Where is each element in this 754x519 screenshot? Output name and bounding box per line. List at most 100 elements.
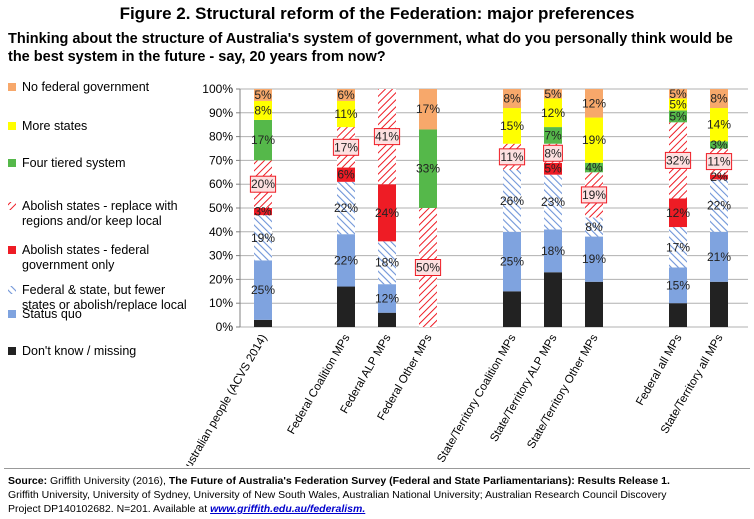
data-label: 17% bbox=[416, 102, 440, 116]
bar-segment bbox=[503, 108, 521, 144]
data-label: 14% bbox=[707, 118, 731, 132]
legend-swatch bbox=[8, 122, 16, 130]
data-label: 6% bbox=[337, 88, 355, 102]
data-label: 5% bbox=[669, 109, 687, 123]
x-category-label: Australian people (ACVS 2014) bbox=[179, 332, 269, 466]
bar-segment bbox=[337, 286, 355, 327]
x-category-label: State/Territory Other MPs bbox=[525, 332, 600, 451]
bar-segment bbox=[669, 89, 687, 99]
data-label-box bbox=[414, 259, 442, 276]
bar-segment bbox=[710, 179, 728, 232]
bar-segment bbox=[337, 181, 355, 235]
data-label: 8% bbox=[585, 220, 603, 234]
bar-segment bbox=[669, 267, 687, 304]
data-label-box bbox=[498, 148, 526, 166]
data-label: 5% bbox=[544, 87, 562, 101]
legend-swatch bbox=[8, 286, 16, 294]
bar-segment bbox=[544, 272, 562, 327]
bar-segment bbox=[710, 108, 728, 142]
y-tick-label: 60% bbox=[209, 177, 233, 191]
data-label: 22% bbox=[334, 201, 358, 215]
data-label: 5% bbox=[669, 97, 687, 111]
bar-segment bbox=[337, 167, 355, 182]
bar-segment bbox=[337, 100, 355, 128]
legend-label: More states bbox=[22, 119, 87, 133]
bar-segment bbox=[669, 227, 687, 268]
data-label: 21% bbox=[707, 250, 731, 264]
x-category-label: State/Territory Coalition MPs bbox=[435, 332, 518, 464]
bar-segment bbox=[254, 89, 272, 101]
bar-segment bbox=[710, 231, 728, 282]
source-link[interactable]: www.griffith.edu.au/federalism. bbox=[210, 503, 366, 515]
data-label: 25% bbox=[251, 283, 275, 297]
data-label: 19% bbox=[582, 188, 606, 202]
stacked-bar-chart: No federal government More states Four tie… bbox=[8, 80, 748, 466]
legend-swatch bbox=[8, 83, 16, 91]
data-label: 22% bbox=[707, 199, 731, 213]
bar-segment bbox=[585, 281, 603, 327]
bar-segment bbox=[544, 229, 562, 273]
bar-segment bbox=[669, 303, 687, 327]
bar-segment bbox=[503, 231, 521, 292]
data-label: 5% bbox=[254, 88, 272, 102]
legend-swatch bbox=[8, 202, 16, 210]
data-label: 32% bbox=[666, 153, 690, 167]
data-label: 22% bbox=[334, 253, 358, 267]
data-label: 11% bbox=[500, 150, 523, 164]
data-label: 12% bbox=[666, 206, 690, 220]
bar-segment bbox=[503, 89, 521, 109]
data-label: 12% bbox=[375, 291, 399, 305]
bar-segment bbox=[669, 198, 687, 228]
data-label: 17% bbox=[334, 140, 358, 154]
source-affiliations: Griffith University, University of Sydne… bbox=[8, 489, 667, 501]
data-label: 15% bbox=[666, 278, 690, 292]
legend-swatch bbox=[8, 159, 16, 167]
bar-segment bbox=[710, 281, 728, 327]
data-label: 19% bbox=[251, 231, 275, 245]
bar-segment bbox=[585, 89, 603, 118]
bar-segment bbox=[669, 98, 687, 111]
bar-segment bbox=[585, 162, 603, 173]
bar-segment bbox=[419, 129, 437, 208]
y-tick-label: 100% bbox=[202, 82, 233, 96]
bar-segment bbox=[710, 141, 728, 149]
data-label: 41% bbox=[375, 130, 399, 144]
source-note: Source: Griffith University (2016), The … bbox=[8, 474, 748, 516]
data-label: 24% bbox=[375, 206, 399, 220]
bar-segment bbox=[544, 98, 562, 128]
bar-segment bbox=[337, 89, 355, 101]
x-category-label: Federal all MPs bbox=[634, 332, 684, 407]
data-label: 8% bbox=[710, 92, 728, 106]
data-label: 19% bbox=[582, 133, 606, 147]
data-label: 19% bbox=[582, 252, 606, 266]
data-label: 11% bbox=[707, 155, 730, 169]
legend-label: Four tiered system bbox=[22, 156, 126, 170]
bar-segment bbox=[378, 312, 396, 327]
data-label: 11% bbox=[334, 107, 357, 121]
data-label: 8% bbox=[503, 92, 521, 106]
legend-label: Federal & state, but fewer states or abol… bbox=[22, 283, 187, 312]
chart-bars bbox=[254, 89, 728, 327]
data-label: 5% bbox=[669, 87, 687, 101]
source-cite-prefix: Griffith University (2016), bbox=[47, 475, 169, 487]
legend-label: Status quo bbox=[22, 307, 82, 321]
legend-swatch bbox=[8, 347, 16, 355]
bar-segment bbox=[544, 89, 562, 99]
survey-question: Thinking about the structure of Australi… bbox=[8, 31, 733, 65]
data-label-box bbox=[580, 186, 608, 204]
data-label: 15% bbox=[500, 119, 524, 133]
figure-title: Figure 2. Structural reform of the Feder… bbox=[119, 4, 635, 23]
bar-segment bbox=[378, 284, 396, 313]
legend-swatch bbox=[8, 310, 16, 318]
legend-label: Abolish states - federal government only bbox=[22, 243, 149, 272]
bar-segment bbox=[585, 236, 603, 282]
y-tick-label: 30% bbox=[209, 249, 233, 263]
bar-segment bbox=[503, 169, 521, 232]
data-label: 12% bbox=[541, 106, 565, 120]
data-label: 7% bbox=[544, 128, 562, 142]
data-label: 2% bbox=[710, 170, 728, 184]
chart-x-labels: Australian people (ACVS 2014) Federal Coa… bbox=[179, 332, 725, 466]
data-label-box bbox=[664, 151, 692, 169]
y-tick-label: 0% bbox=[216, 320, 234, 334]
x-category-label: Federal Coalition MPs bbox=[286, 332, 353, 436]
